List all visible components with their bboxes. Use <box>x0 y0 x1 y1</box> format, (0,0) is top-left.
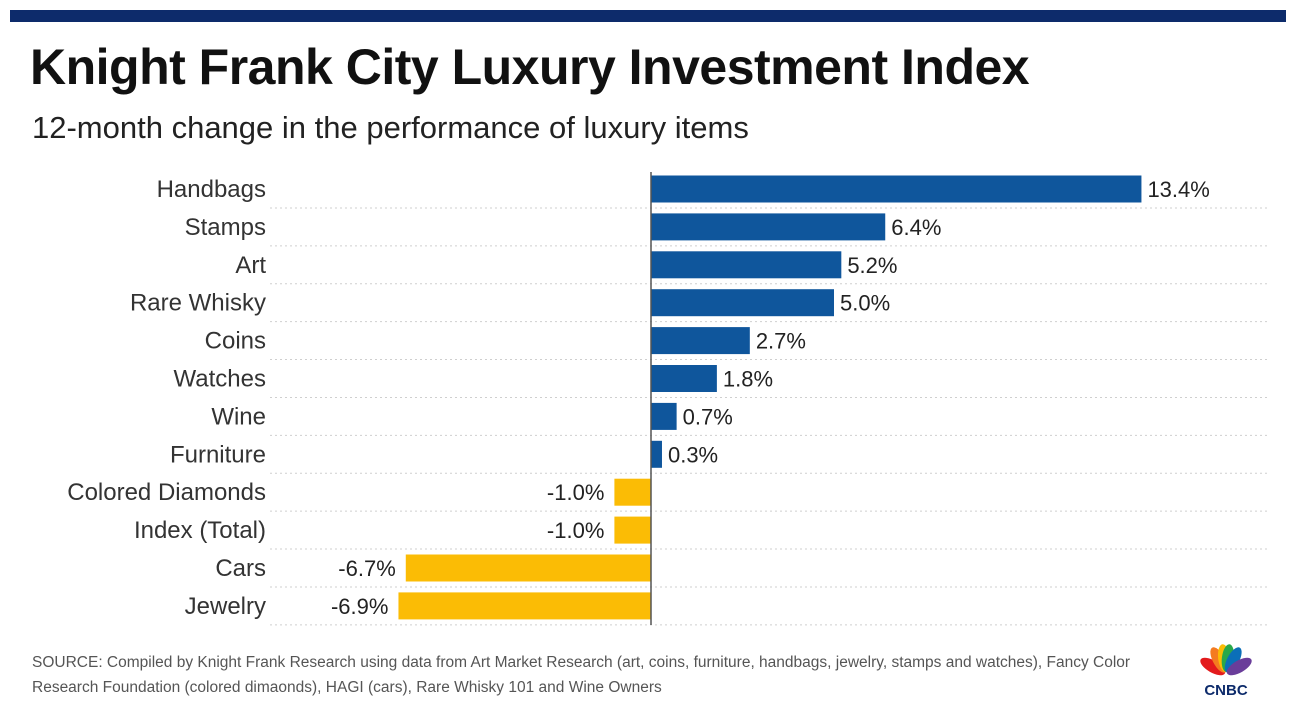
bar <box>651 440 662 468</box>
bar <box>651 289 834 317</box>
logo-feather <box>1224 647 1242 673</box>
logo-feather <box>1226 657 1252 676</box>
bar <box>398 592 651 620</box>
category-label: Furniture <box>170 441 266 468</box>
value-label: 5.2% <box>847 253 897 278</box>
category-label: Cars <box>215 555 266 582</box>
category-label: Colored Diamonds <box>67 479 266 506</box>
cnbc-peacock-logo: CNBC <box>1200 644 1252 699</box>
bar <box>614 516 651 544</box>
category-label: Jewelry <box>185 593 266 620</box>
value-label: 6.4% <box>891 215 941 240</box>
value-label: 0.3% <box>668 442 718 467</box>
chart-subtitle: 12-month change in the performance of lu… <box>32 110 749 145</box>
category-label: Handbags <box>157 176 266 203</box>
value-label: -6.9% <box>331 594 388 619</box>
value-label: -1.0% <box>547 518 604 543</box>
bar <box>651 365 717 392</box>
value-label: -6.7% <box>338 556 395 581</box>
bar <box>651 213 886 241</box>
category-label: Art <box>235 252 266 279</box>
category-label: Coins <box>205 328 266 355</box>
value-label: 5.0% <box>840 291 890 316</box>
chart-title: Knight Frank City Luxury Investment Inde… <box>30 39 1030 95</box>
value-label: 13.4% <box>1147 177 1209 202</box>
logo-feather <box>1200 657 1226 676</box>
bar-chart: Handbags 13.4% Stamps 6.4% Art 5.2% Rare Whisk… <box>67 172 1270 626</box>
category-label: Watches <box>174 366 266 393</box>
logo-text: CNBC <box>1204 682 1247 699</box>
top-accent-bar <box>10 10 1286 22</box>
bar <box>651 402 677 430</box>
category-label: Index (Total) <box>134 517 266 544</box>
bar <box>651 327 750 355</box>
category-label: Stamps <box>185 214 266 241</box>
value-label: -1.0% <box>547 480 604 505</box>
bar <box>614 478 651 506</box>
bar <box>405 554 651 582</box>
value-label: 1.8% <box>723 367 773 392</box>
source-note: SOURCE: Compiled by Knight Frank Researc… <box>32 654 1131 696</box>
bar <box>651 175 1142 203</box>
category-label: Rare Whisky <box>130 290 266 317</box>
value-label: 0.7% <box>683 404 733 429</box>
value-label: 2.7% <box>756 329 806 354</box>
bar <box>651 251 842 279</box>
category-label: Wine <box>211 403 266 430</box>
